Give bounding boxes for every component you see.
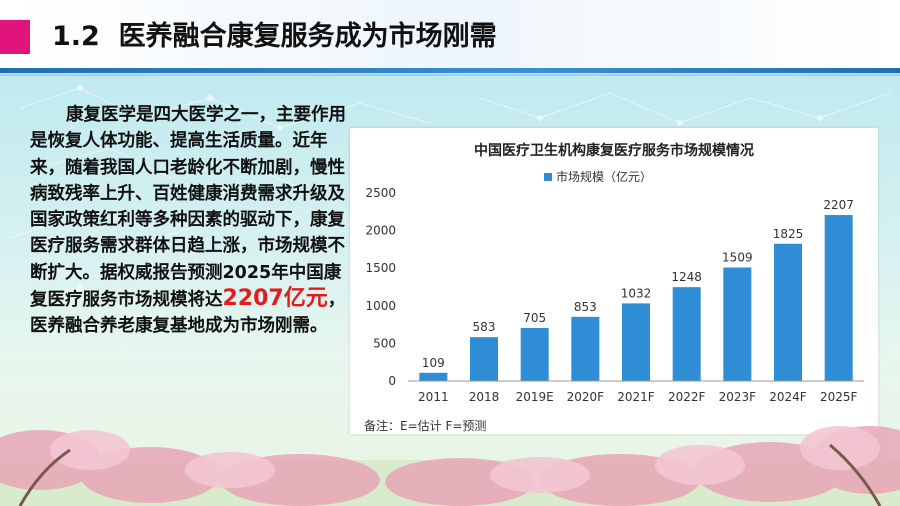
bar xyxy=(520,327,549,381)
x-tick-label: 2024F xyxy=(769,390,807,404)
title-underline xyxy=(0,68,900,73)
bar-value-label: 853 xyxy=(574,300,597,314)
y-tick-label: 2500 xyxy=(365,186,396,200)
chart-title: 中国医疗卫生机构康复医疗服务市场规模情况 xyxy=(474,142,754,159)
x-tick-label: 2025F xyxy=(820,390,858,404)
bar xyxy=(824,215,853,381)
slide-title: 1.2 医养融合康复服务成为市场刚需 xyxy=(52,14,497,53)
bar xyxy=(419,372,448,381)
x-tick-label: 2011 xyxy=(418,390,449,404)
molecule-network-decoration xyxy=(9,85,891,321)
title-label: 医养融合康复服务成为市场刚需 xyxy=(118,21,497,52)
title-accent-block xyxy=(0,20,30,54)
bar xyxy=(774,243,802,381)
legend-label: 市场规模（亿元） xyxy=(556,169,652,184)
body-text-main: 康复医学是四大医学之一，主要作用是恢复人体功能、提高生活质量。近年来，随着我国人… xyxy=(30,105,346,311)
y-tick-label: 500 xyxy=(373,336,396,350)
body-text-end: ，医养融合养老康复基地成为市场刚需。 xyxy=(30,290,346,337)
x-tick-label: 2019E xyxy=(516,390,554,404)
bar-series: 109 583 705 853 1032 1248 1509 1825 2207 xyxy=(419,198,854,381)
chart-panel: 中国医疗卫生机构康复医疗服务市场规模情况 市场规模（亿元） 0 500 1000 15… xyxy=(350,128,878,434)
bar-value-label: 1509 xyxy=(722,251,753,265)
x-tick-label: 2020F xyxy=(567,390,605,404)
y-axis: 0 500 1000 1500 2000 2500 xyxy=(365,186,396,388)
section-number: 1.2 xyxy=(52,21,100,52)
bar-chart: 中国医疗卫生机构康复医疗服务市场规模情况 市场规模（亿元） 0 500 1000 15… xyxy=(364,142,864,433)
blossom-scenery-decoration xyxy=(0,426,900,506)
bar-value-label: 109 xyxy=(422,356,445,370)
body-paragraph: 康复医学是四大医学之一，主要作用是恢复人体功能、提高生活质量。近年来，随着我国人… xyxy=(30,102,355,340)
y-tick-label: 2000 xyxy=(365,224,396,238)
bar-value-label: 2207 xyxy=(823,198,854,212)
x-tick-label: 2022F xyxy=(668,390,706,404)
x-tick-label: 2021F xyxy=(617,390,655,404)
chart-note: 备注：E=估计 F=预测 xyxy=(364,418,486,433)
bar-value-label: 1248 xyxy=(671,270,702,284)
chart-legend: 市场规模（亿元） xyxy=(544,169,652,184)
y-tick-label: 1000 xyxy=(365,299,396,313)
bar-value-label: 705 xyxy=(523,311,546,325)
bar xyxy=(723,267,752,381)
title-underline-thin xyxy=(0,74,900,76)
legend-swatch xyxy=(544,173,552,181)
x-tick-label: 2018 xyxy=(469,390,500,404)
bar-value-label: 1032 xyxy=(621,286,652,300)
x-tick-label: 2023F xyxy=(719,390,757,404)
bar-value-label: 1825 xyxy=(773,227,804,241)
title-bar: 1.2 医养融合康复服务成为市场刚需 xyxy=(0,0,900,70)
bar xyxy=(470,337,498,381)
body-highlight-value: 2207亿元 xyxy=(222,286,328,312)
bar-value-label: 583 xyxy=(473,320,496,334)
bar xyxy=(672,287,701,381)
y-tick-label: 1500 xyxy=(365,261,396,275)
bar xyxy=(622,303,650,381)
y-tick-label: 0 xyxy=(388,374,396,388)
x-axis: 2011 2018 2019E 2020F 2021F 2022F 2023F 2024F 20… xyxy=(408,380,864,404)
bar xyxy=(571,316,600,381)
